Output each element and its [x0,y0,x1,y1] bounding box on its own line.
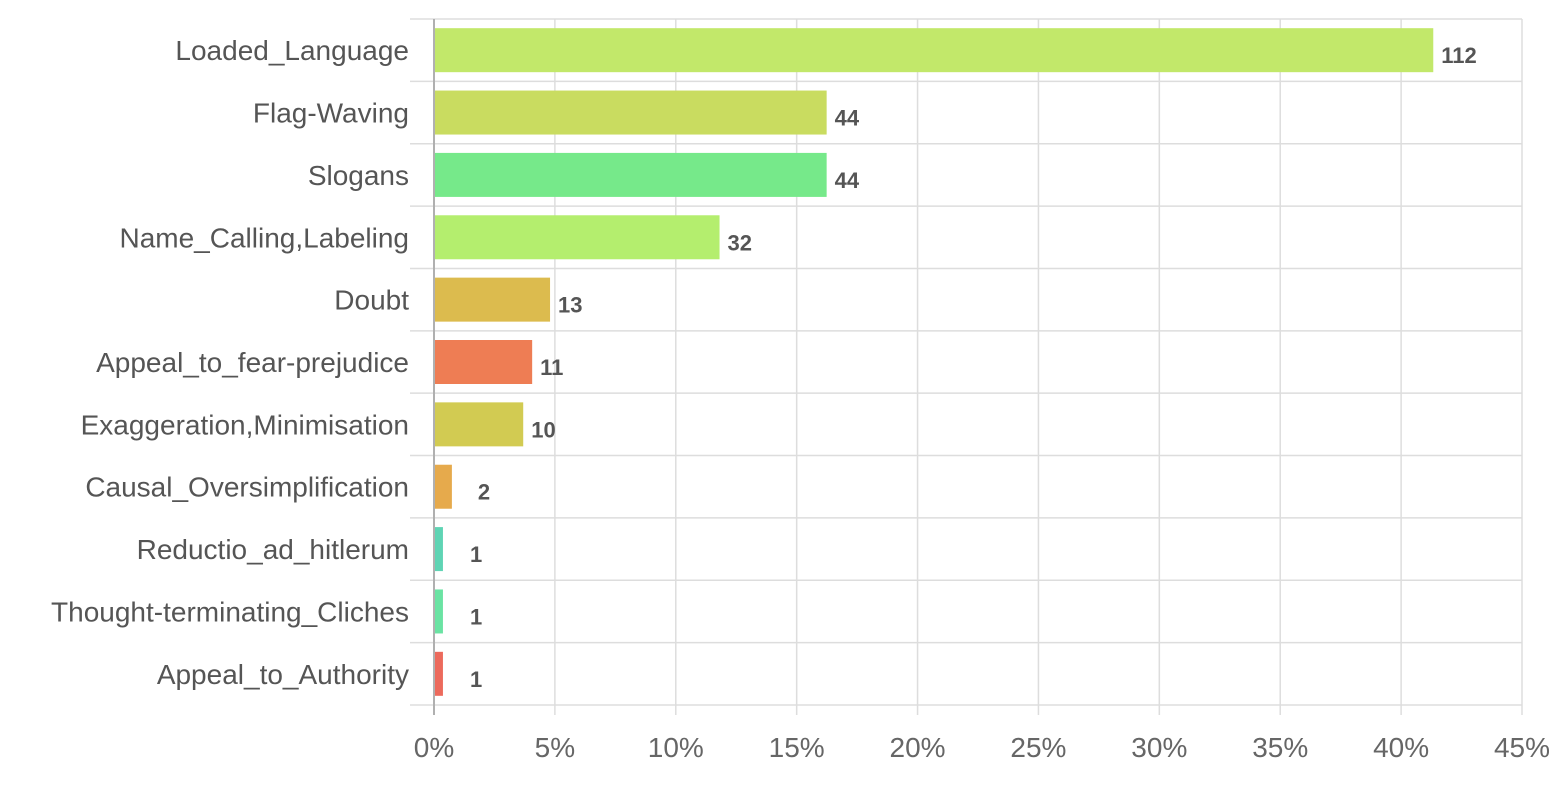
category-label: Appeal_to_Authority [157,659,409,690]
x-tick-label: 15% [769,732,825,763]
bar [434,589,443,634]
x-tick-label: 0% [414,732,454,763]
labels: 0% 5% 10% 15% 20% 25% 30% 35% 40% 45% Loaded_Langu… [51,35,1550,763]
grid [410,18,1523,715]
x-tick-label: 40% [1373,732,1429,763]
bar [434,464,452,509]
data-label: 112 [1441,43,1477,68]
data-label: 44 [835,168,860,193]
data-label: 32 [728,230,752,255]
bar [434,527,443,572]
data-label: 2 [478,480,490,505]
x-tick-label: 25% [1010,732,1066,763]
category-label: Name_Calling,Labeling [119,222,409,253]
category-label: Doubt [334,285,409,316]
data-label: 1 [470,604,482,629]
bar [434,152,827,197]
bar [434,651,443,696]
data-label: 13 [558,293,582,318]
category-label: Loaded_Language [175,35,409,66]
category-label: Exaggeration,Minimisation [81,409,409,440]
category-label: Reductio_ad_hitlerum [137,534,409,565]
data-label: 10 [531,417,555,442]
x-tick-label: 30% [1131,732,1187,763]
bar [434,277,551,322]
data-label: 1 [470,667,482,692]
bar [434,215,720,260]
x-tick-label: 10% [648,732,704,763]
bar [434,402,524,447]
bar [434,28,1434,73]
category-label: Flag-Waving [253,98,409,129]
x-tick-label: 45% [1494,732,1550,763]
data-label: 11 [540,355,563,380]
data-label: 44 [835,106,860,131]
x-tick-label: 20% [890,732,946,763]
data-label: 1 [470,542,482,567]
category-label: Thought-terminating_Cliches [51,596,409,627]
category-label: Appeal_to_fear-prejudice [96,347,409,378]
bar [434,340,533,384]
x-tick-label: 5% [535,732,575,763]
category-label: Slogans [308,160,409,191]
x-tick-label: 35% [1252,732,1308,763]
category-label: Causal_Oversimplification [85,472,409,503]
bar [434,90,827,135]
bars [434,28,1434,696]
